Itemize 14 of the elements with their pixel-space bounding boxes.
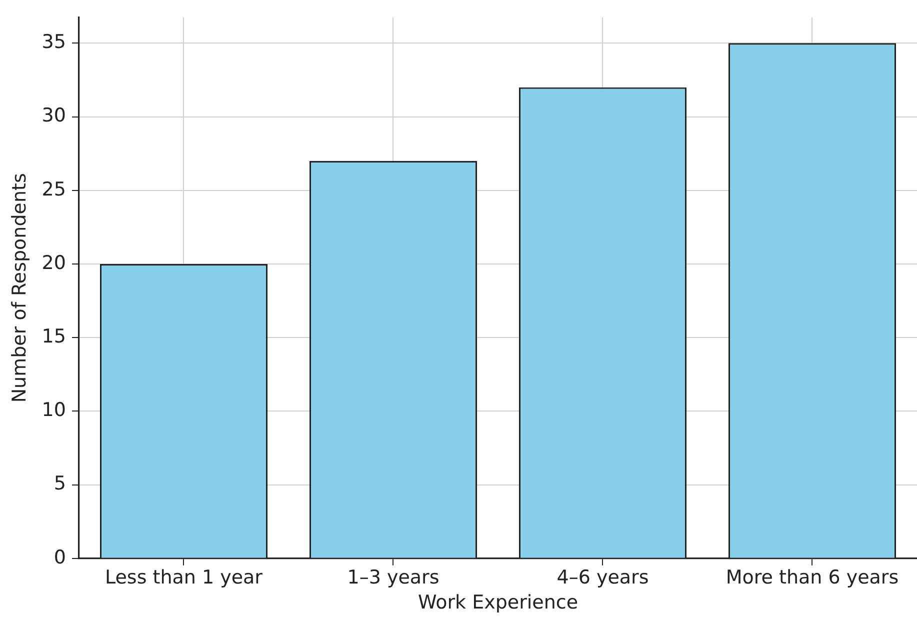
y-tick-label: 5 (54, 472, 66, 495)
y-tick-label: 25 (42, 178, 66, 200)
y-tick-label: 30 (42, 104, 66, 127)
x-tick-label: Less than 1 year (104, 566, 263, 589)
x-tick-label: More than 6 years (726, 566, 899, 589)
x-tick-label: 1–3 years (347, 566, 440, 589)
y-tick-label: 20 (42, 252, 66, 274)
y-tick-label: 15 (42, 326, 66, 348)
y-axis-title: Number of Respondents (8, 173, 30, 403)
y-tick-label: 10 (42, 399, 66, 422)
x-axis-title: Work Experience (418, 592, 578, 614)
y-tick-label: 0 (54, 546, 66, 568)
y-tick-label: 35 (42, 31, 66, 54)
x-tick-label: 4–6 years (556, 566, 649, 589)
